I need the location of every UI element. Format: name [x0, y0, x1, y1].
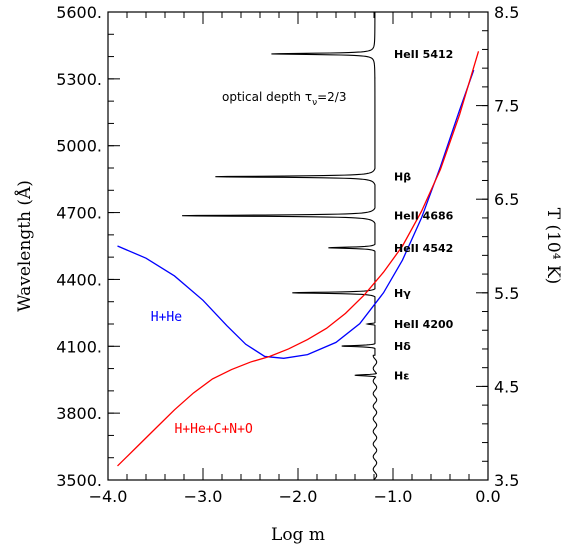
line-label: HeII 4686 — [394, 210, 454, 223]
optical-depth-main: optical depth τ — [222, 90, 312, 104]
y-left-tick-label: 3800. — [56, 404, 102, 423]
x-tick-label: −4.0 — [89, 487, 128, 506]
optical-depth-tail: =2/3 — [317, 90, 346, 104]
line-label: Hδ — [394, 340, 411, 353]
line-label: HeII 4542 — [394, 242, 453, 255]
line-label: Hγ — [394, 287, 411, 300]
y-left-tick-label: 5600. — [56, 3, 102, 22]
y-right-tick-label: 4.5 — [494, 377, 519, 396]
y-right-tick-label: 5.5 — [494, 284, 519, 303]
x-tick-label: 0.0 — [475, 487, 500, 506]
y-left-tick-label: 3500. — [56, 471, 102, 490]
line-label: HeII 4200 — [394, 318, 454, 331]
axis-ticks — [107, 11, 489, 481]
x-tick-label: −2.0 — [279, 487, 318, 506]
curves — [117, 12, 480, 481]
series-label: H+He — [151, 310, 182, 325]
line-label: Hβ — [394, 171, 411, 184]
y-right-tick-label: 6.5 — [494, 190, 519, 209]
optical-depth-curve — [182, 12, 378, 481]
y-axis-left-title: Wavelength (Å) — [14, 180, 35, 312]
y-left-tick-label: 4100. — [56, 337, 102, 356]
y-axis-right-title: T (10⁴ K) — [543, 208, 562, 285]
optical-depth-sub: ν — [312, 98, 317, 108]
line-label: Hε — [394, 369, 409, 382]
y-left-tick-label: 5300. — [56, 70, 102, 89]
y-left-tick-label: 5000. — [56, 137, 102, 156]
series-label: H+He+C+N+O — [175, 422, 253, 437]
axis-tick-labels: −4.0 −3.0 −2.0 −1.0 0.0 3500. 3800. 4100. 4400. 4… — [56, 3, 519, 506]
y-right-tick-label: 7.5 — [494, 97, 519, 116]
x-axis-title: Log m — [271, 525, 325, 545]
x-tick-label: −3.0 — [184, 487, 223, 506]
y-left-tick-label: 4700. — [56, 204, 102, 223]
series-line — [117, 51, 480, 467]
line-label: HeII 5412 — [394, 48, 453, 61]
optical-depth-label: optical depth τν=2/3 — [222, 90, 346, 108]
y-left-tick-label: 4400. — [56, 270, 102, 289]
y-right-tick-label: 8.5 — [494, 3, 519, 22]
x-tick-label: −1.0 — [374, 487, 413, 506]
series-line — [117, 69, 475, 359]
y-right-tick-label: 3.5 — [494, 471, 519, 490]
annotations: HeII 5412 Hβ HeII 4686 HeII 4542 Hγ HeII 4200… — [151, 48, 454, 437]
